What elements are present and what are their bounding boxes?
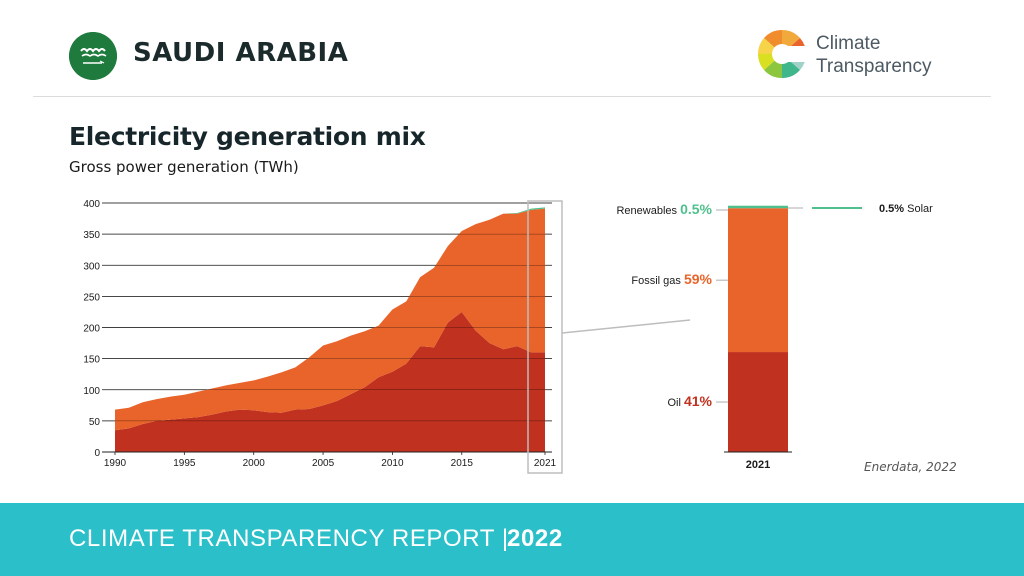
connector-line: [561, 319, 691, 334]
y-tick-label: 400: [83, 199, 100, 210]
bar-label-renewables: Renewables 0.5%: [616, 201, 712, 217]
x-tick-label: 1990: [104, 458, 127, 469]
x-tick-label: 2015: [451, 458, 474, 469]
country-name: SAUDI ARABIA: [133, 38, 349, 68]
climate-transparency-logo: Climate Transparency: [756, 26, 966, 86]
report-header: SAUDI ARABIA Climate Transparency: [0, 0, 1024, 98]
y-tick-label: 250: [83, 292, 100, 303]
bar-label-fossil-gas: Fossil gas 59%: [631, 271, 712, 287]
header-divider: [33, 96, 991, 97]
brand-line-1: Climate: [816, 33, 881, 54]
bar-label-oil: Oil 41%: [667, 393, 712, 409]
data-source: Enerdata, 2022: [864, 460, 957, 474]
y-tick-label: 350: [83, 230, 100, 241]
y-tick-label: 150: [83, 355, 100, 366]
x-tick-label: 2000: [243, 458, 266, 469]
y-tick-label: 200: [83, 324, 100, 335]
report-footer: CLIMATE TRANSPARENCY REPORT | 2022: [0, 503, 1024, 576]
footer-year: 2022: [507, 525, 563, 552]
footer-report-title: CLIMATE TRANSPARENCY REPORT |: [69, 525, 509, 552]
y-tick-label: 100: [83, 386, 100, 397]
area-series-oil: [115, 311, 545, 452]
x-tick-label: 2005: [312, 458, 335, 469]
x-tick-label: 2010: [381, 458, 404, 469]
climate-transparency-logo-icon: [757, 29, 808, 79]
chart-title: Electricity generation mix: [69, 122, 426, 151]
bar-segment-renewables: [728, 205, 788, 209]
brand-name: Climate Transparency: [816, 32, 931, 78]
highlight-box-2021: [527, 200, 563, 474]
y-tick-label: 50: [89, 417, 101, 428]
x-tick-label: 2021: [534, 458, 557, 469]
y-tick-label: 300: [83, 261, 100, 272]
brand-line-2: Transparency: [816, 56, 932, 77]
solar-annotation: 0.5% Solar: [879, 203, 933, 215]
y-tick-label: 0: [94, 448, 100, 459]
electricity-generation-chart: 0 50 100 150 200 250 300 350 400 1990 1995 2000 2005…: [83, 199, 933, 474]
chart-subtitle: Gross power generation (TWh): [69, 158, 299, 176]
area-series-fossil-gas: [115, 208, 545, 431]
bar-category-label: 2021: [746, 459, 770, 471]
saudi-flag-icon: [69, 32, 117, 80]
x-tick-label: 1995: [173, 458, 196, 469]
bar-segment-oil: [728, 352, 788, 452]
bar-segment-fossil-gas: [728, 208, 788, 353]
